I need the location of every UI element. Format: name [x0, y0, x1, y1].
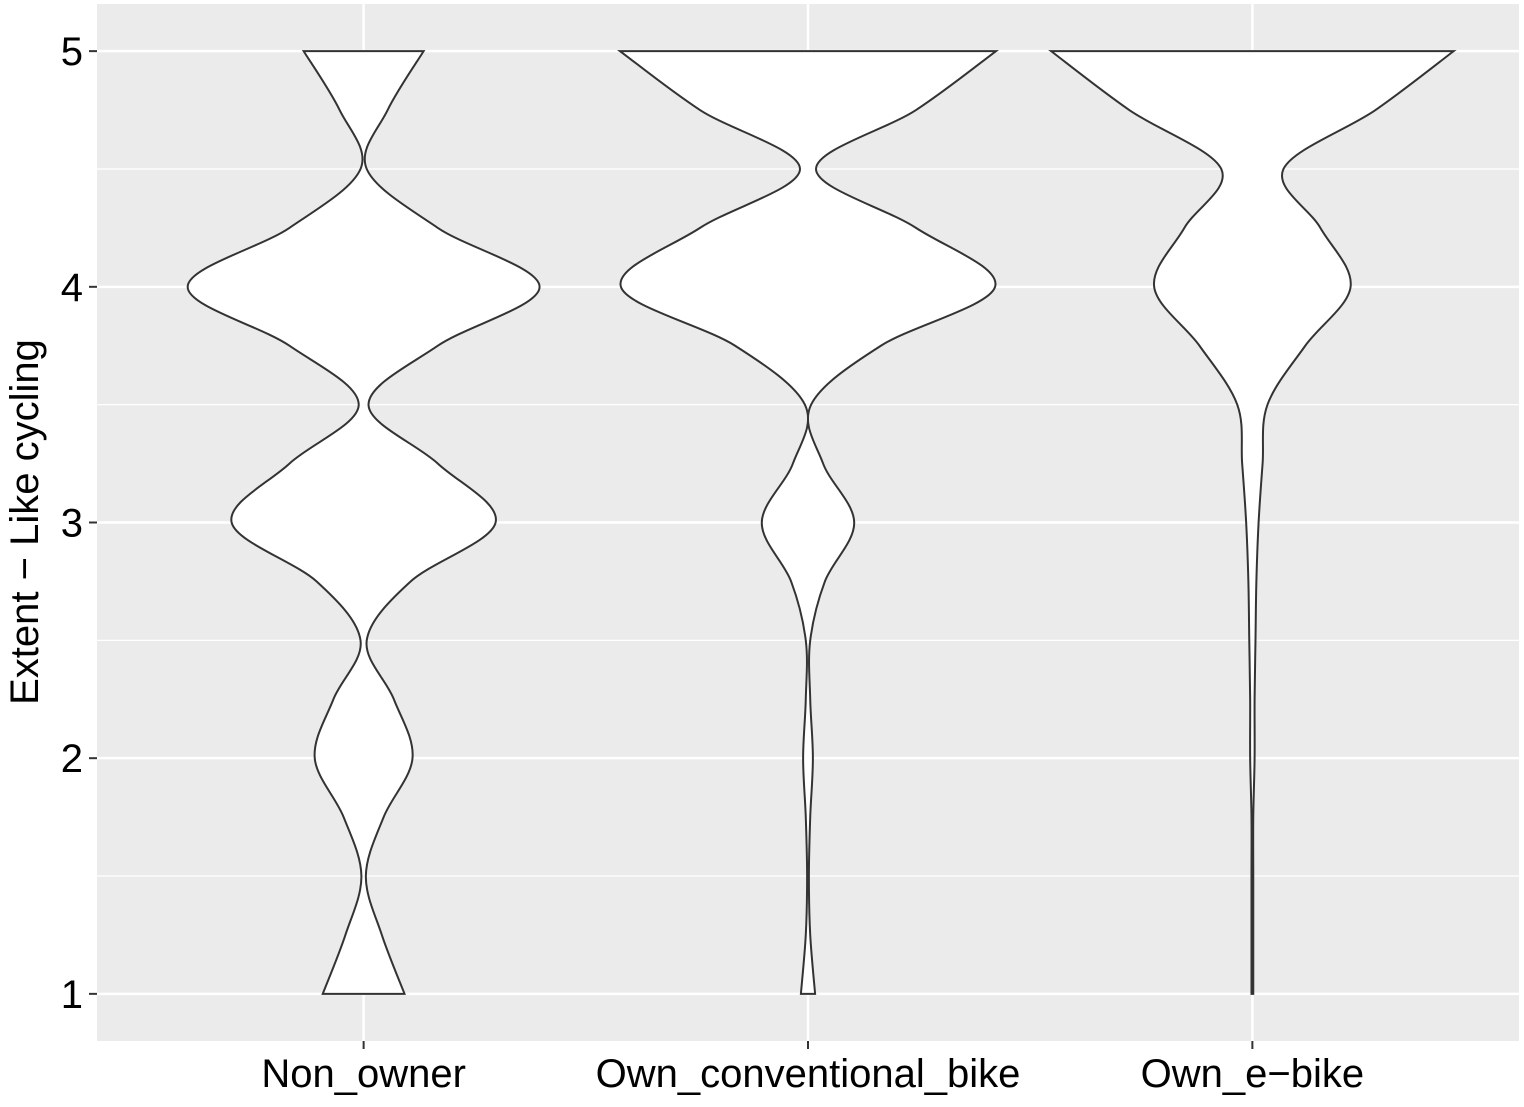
y-tick-label: 3 [61, 502, 83, 546]
y-tick-label: 1 [61, 973, 83, 1017]
y-tick-label: 4 [61, 266, 83, 310]
y-tick-label: 2 [61, 737, 83, 781]
x-tick-label: Own_conventional_bike [596, 1052, 1021, 1096]
violin [186, 50, 541, 995]
x-tick-label: Non_owner [261, 1052, 466, 1096]
x-tick-label: Own_e−bike [1141, 1052, 1364, 1096]
y-axis-title: Extent − Like cycling [3, 339, 47, 705]
y-tick-label: 5 [61, 30, 83, 74]
violin [1048, 50, 1457, 995]
violin [616, 50, 1000, 995]
